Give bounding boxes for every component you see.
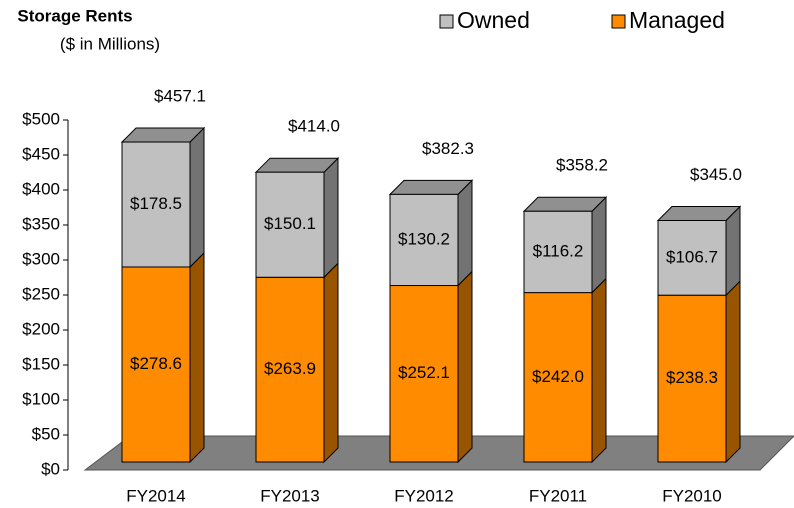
x-tick-label: FY2012 <box>394 486 454 505</box>
bar-side <box>189 251 205 464</box>
y-tick-label: $0 <box>41 459 60 478</box>
bar <box>523 292 593 463</box>
bar <box>657 220 727 296</box>
total-label: $457.1 <box>154 87 206 106</box>
bar-side <box>323 156 339 279</box>
x-tick-label: FY2014 <box>126 486 186 505</box>
y-tick-label: $350 <box>22 214 60 233</box>
legend-swatch <box>611 14 626 29</box>
bar-side <box>725 279 741 464</box>
bar-side <box>323 262 339 464</box>
bar-side <box>591 196 607 294</box>
bar-side <box>457 270 473 464</box>
bar <box>389 193 459 287</box>
legend-swatch <box>439 14 454 29</box>
y-tick-label: $300 <box>22 249 60 268</box>
data-label: $150.1 <box>264 214 316 233</box>
y-tick-label: $200 <box>22 319 60 338</box>
y-tick-label: $250 <box>22 284 60 303</box>
bar-side <box>725 205 741 297</box>
bar <box>657 294 727 463</box>
y-tick-label: $150 <box>22 354 60 373</box>
x-tick-label: FY2011 <box>529 486 587 505</box>
data-label: $242.0 <box>532 367 584 386</box>
bar <box>389 285 459 463</box>
data-label: $252.1 <box>398 363 450 382</box>
total-label: $358.2 <box>556 156 608 175</box>
x-tick-label: FY2010 <box>662 486 722 505</box>
legend-label: Owned <box>457 7 530 33</box>
bar-side <box>189 126 205 269</box>
bar <box>121 266 191 463</box>
data-label: $116.2 <box>533 241 584 260</box>
data-label: $238.3 <box>666 368 718 387</box>
data-label: $178.5 <box>130 194 182 213</box>
bar <box>255 276 325 463</box>
bar <box>523 210 593 294</box>
y-tick-label: $450 <box>22 144 60 163</box>
y-tick-label: $50 <box>32 424 60 443</box>
bar <box>255 171 325 278</box>
total-label: $382.3 <box>422 139 474 158</box>
bar-top <box>388 179 474 195</box>
data-label: $278.6 <box>130 354 182 373</box>
bar <box>121 141 191 268</box>
bar-top <box>656 206 742 221</box>
y-tick-label: $400 <box>22 179 60 198</box>
y-tick-label: $100 <box>22 389 60 408</box>
bar-top <box>120 127 206 143</box>
data-label: $130.2 <box>398 229 450 248</box>
data-label: $106.7 <box>666 247 718 266</box>
y-tick-label: $500 <box>22 109 60 128</box>
bar-top <box>522 196 608 212</box>
total-label: $345.0 <box>690 165 742 184</box>
data-label: $263.9 <box>264 359 316 378</box>
bar-side <box>591 277 607 464</box>
total-label: $414.0 <box>288 117 340 136</box>
bar-side <box>457 179 473 287</box>
chart-title: Storage Rents <box>17 6 132 25</box>
legend-label: Managed <box>629 7 725 33</box>
x-tick-label: FY2013 <box>260 486 320 505</box>
chart-subtitle: ($ in Millions) <box>60 34 160 53</box>
bar-top <box>254 157 340 173</box>
